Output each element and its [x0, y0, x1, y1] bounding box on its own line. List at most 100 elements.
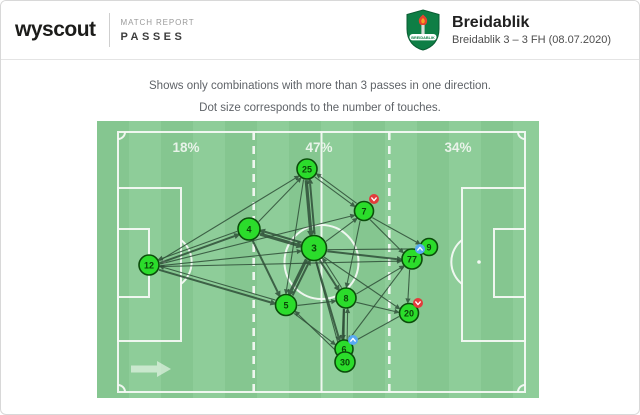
- pass-arrowhead-icon: [296, 248, 303, 255]
- note-dot-size: Dot size corresponds to the number of to…: [199, 102, 441, 114]
- note-combinations: Shows only combinations with more than 3…: [149, 80, 491, 92]
- player-number: 6: [341, 344, 346, 354]
- pass-arrowhead-icon: [307, 177, 314, 185]
- report-kicker: MATCH REPORT: [120, 17, 195, 27]
- pass-edge-12-77: [160, 260, 398, 268]
- player-number: 77: [407, 254, 417, 264]
- pass-edge-20-6: [355, 316, 400, 342]
- pass-arrowhead-icon: [344, 282, 350, 289]
- wyscout-logo: wyscout: [15, 18, 96, 41]
- pass-edge-12-3: [160, 251, 297, 267]
- player-node-30[interactable]: 30: [334, 351, 356, 373]
- pass-edge-4-5: [251, 240, 279, 293]
- pass-arrowhead-icon: [396, 256, 404, 263]
- crest-flame-inner: [421, 18, 425, 24]
- pass-arrowhead-icon: [321, 257, 328, 264]
- possession-percent-middle: 47%: [305, 140, 332, 155]
- pass-edge-7-25: [319, 176, 357, 204]
- pass-arrowhead-icon: [284, 289, 290, 295]
- pass-arrowhead-icon: [274, 290, 281, 298]
- player-node-20[interactable]: 20: [398, 302, 420, 324]
- crest-band-text: BREIDABLIK: [411, 36, 435, 40]
- pass-arrowhead-icon: [157, 255, 164, 261]
- pass-arrowhead-icon: [330, 339, 337, 346]
- player-number: 4: [246, 224, 251, 234]
- pass-edge-7-77: [369, 219, 401, 251]
- substitution-off-badge-chevron-down-icon: [413, 298, 423, 308]
- pass-edge-3-4: [264, 230, 302, 244]
- player-node-12[interactable]: 12: [138, 254, 160, 276]
- pass-arrowhead-icon: [398, 265, 405, 271]
- club-name: Breidablik: [452, 13, 530, 31]
- player-number: 7: [361, 206, 366, 216]
- report-meta: MATCH REPORT PASSES: [121, 18, 195, 43]
- player-node-25[interactable]: 25: [296, 158, 318, 180]
- pass-edge-3-5: [289, 258, 308, 291]
- substitution-on-badge-chevron-up-icon: [348, 335, 358, 345]
- player-nodes: 25 7 4 3 9 77 12 5 8 20 6 30: [138, 158, 439, 373]
- pass-network-pitch: 18% 47% 34% 25 7 4 3 9 77 12 5 8 20 6 30: [97, 121, 539, 398]
- pass-edge-5-12: [163, 266, 276, 301]
- header-divider: [108, 13, 110, 47]
- pass-edge-12-5: [158, 268, 271, 304]
- report-title: PASSES: [120, 30, 186, 43]
- player-node-4[interactable]: 4: [237, 217, 261, 241]
- pass-edge-8-77: [356, 267, 401, 295]
- player-number: 3: [311, 243, 317, 254]
- substitution-on-badge-chevron-up-icon: [415, 244, 425, 254]
- pass-edge-4-3: [259, 232, 298, 247]
- player-number: 30: [340, 357, 350, 367]
- pass-edge-25-3: [304, 179, 313, 231]
- pitch-markings: [117, 131, 526, 393]
- player-number: 20: [404, 308, 414, 318]
- breidablik-crest-icon: BREIDABLIK: [406, 9, 440, 51]
- pass-arrowhead-icon: [349, 213, 356, 219]
- player-node-7[interactable]: 7: [353, 200, 375, 222]
- player-node-8[interactable]: 8: [335, 287, 357, 309]
- player-number: 5: [283, 300, 288, 310]
- pass-edge-4-12: [162, 230, 238, 259]
- right-penalty-spot: [477, 260, 481, 264]
- substitution-badges: [348, 194, 425, 345]
- pass-arrowhead-icon: [394, 304, 401, 310]
- possession-percent-labels: 18% 47% 34%: [172, 140, 471, 155]
- possession-percent-attacking: 34%: [444, 140, 471, 155]
- player-node-77[interactable]: 77: [401, 248, 423, 270]
- crest-band: [409, 34, 437, 41]
- pass-arrowhead-icon: [293, 175, 300, 181]
- match-info: Breidablik 3 – 3 FH (08.07.2020): [452, 34, 611, 47]
- pass-arrowhead-icon: [344, 307, 351, 314]
- pass-edge-8-3: [324, 261, 343, 289]
- pass-arrowhead-icon: [333, 284, 340, 292]
- pass-arrowhead-icon: [315, 173, 322, 179]
- pass-arrowhead-icon: [295, 177, 302, 183]
- pass-edge-8-20: [356, 301, 395, 312]
- pass-arrowhead-icon: [393, 308, 400, 314]
- pass-arrowhead-icon: [415, 239, 422, 245]
- pass-edges: [157, 173, 424, 360]
- pass-arrowhead-icon: [307, 230, 315, 239]
- player-node-3[interactable]: 3: [300, 234, 328, 262]
- club-header: BREIDABLIK Breidablik Breidablik 3 – 3 F…: [404, 9, 611, 51]
- pass-edge-3-77: [327, 250, 398, 261]
- pass-edge-4-25: [258, 180, 299, 223]
- player-number: 8: [343, 293, 348, 303]
- pass-edge-30-5: [298, 314, 339, 354]
- pass-arrowhead-icon: [305, 258, 311, 266]
- pass-edge-3-7: [325, 220, 354, 242]
- player-number: 12: [144, 260, 154, 270]
- pass-arrowhead-icon: [331, 298, 337, 305]
- report-notes: Shows only combinations with more than 3…: [1, 69, 639, 124]
- attack-direction-arrow-icon: [131, 361, 171, 377]
- possession-percent-defensive: 18%: [172, 140, 199, 155]
- pass-edge-77-6: [350, 266, 405, 338]
- player-number: 25: [302, 164, 312, 174]
- player-node-5[interactable]: 5: [274, 293, 298, 317]
- player-number: 9: [426, 242, 431, 252]
- pass-edge-3-25: [309, 183, 316, 235]
- pass-edge-5-8: [297, 300, 332, 307]
- substitution-off-badge-chevron-down-icon: [369, 194, 379, 204]
- pass-arrowhead-icon: [294, 310, 301, 317]
- pass-edge-7-9: [372, 217, 417, 243]
